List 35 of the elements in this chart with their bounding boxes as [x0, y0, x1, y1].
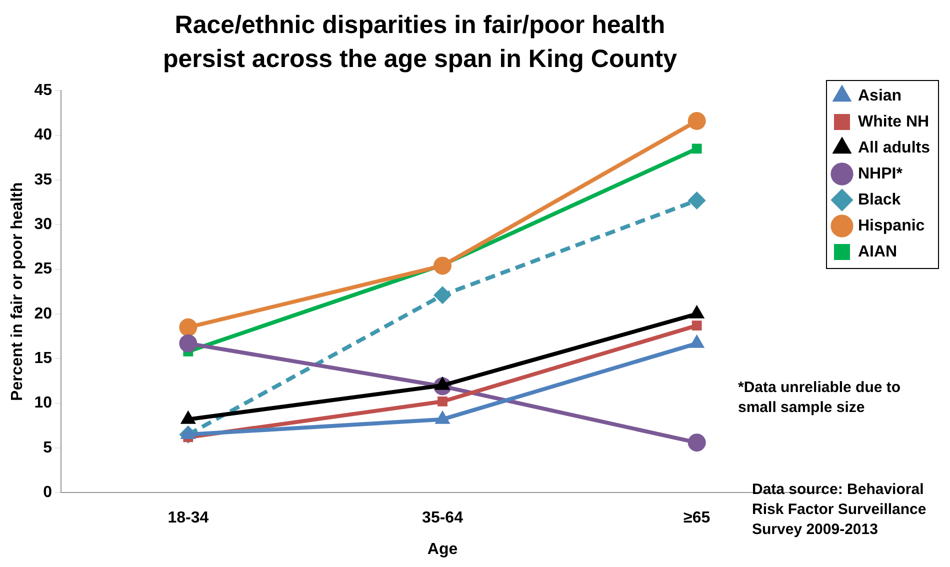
x-tick-label: 18-34: [168, 510, 209, 527]
point: [688, 434, 706, 452]
y-tick-label: 10: [34, 394, 52, 412]
legend-label: NHPI*: [858, 165, 904, 182]
x-tick-label: 35-64: [422, 510, 464, 527]
point: [692, 144, 702, 154]
annotation: *Data unreliable due to small sample size: [738, 378, 902, 418]
point: [438, 396, 448, 406]
legend-label: AIAN: [858, 243, 898, 260]
y-tick-label: 5: [43, 439, 52, 456]
x-tick-label: ≥65: [684, 510, 710, 527]
legend-label: Black: [858, 191, 901, 208]
legend-label: All adults: [858, 139, 930, 156]
y-tick-label: 25: [34, 260, 52, 278]
y-tick-label: 15: [34, 350, 52, 368]
y-tick-label: 40: [34, 126, 52, 144]
y-tick-label: 20: [34, 305, 52, 322]
y-tick-label: 35: [34, 171, 52, 188]
annotation: Data source: Behavioral Risk Factor Surveillance Survey 2009-2013: [752, 480, 928, 540]
point: [433, 286, 452, 304]
legend-label: White NH: [858, 113, 930, 130]
point: [433, 256, 452, 275]
chart-title: Race/ethnic disparities in fair/poor health persist across the age span in King County: [162, 10, 678, 75]
point: [688, 191, 706, 210]
point: [179, 334, 198, 352]
point: [688, 112, 706, 130]
point: [179, 318, 198, 336]
point: [692, 320, 702, 330]
legend-label: Asian: [858, 87, 902, 104]
y-tick-label: 30: [34, 216, 52, 234]
y-tick-label: 45: [34, 82, 52, 100]
legend-label: Hispanic: [858, 217, 925, 234]
x-axis-title: Age: [427, 540, 458, 558]
y-axis-title: Percent in fair or poor health: [9, 182, 26, 401]
y-tick-label: 0: [43, 484, 52, 502]
